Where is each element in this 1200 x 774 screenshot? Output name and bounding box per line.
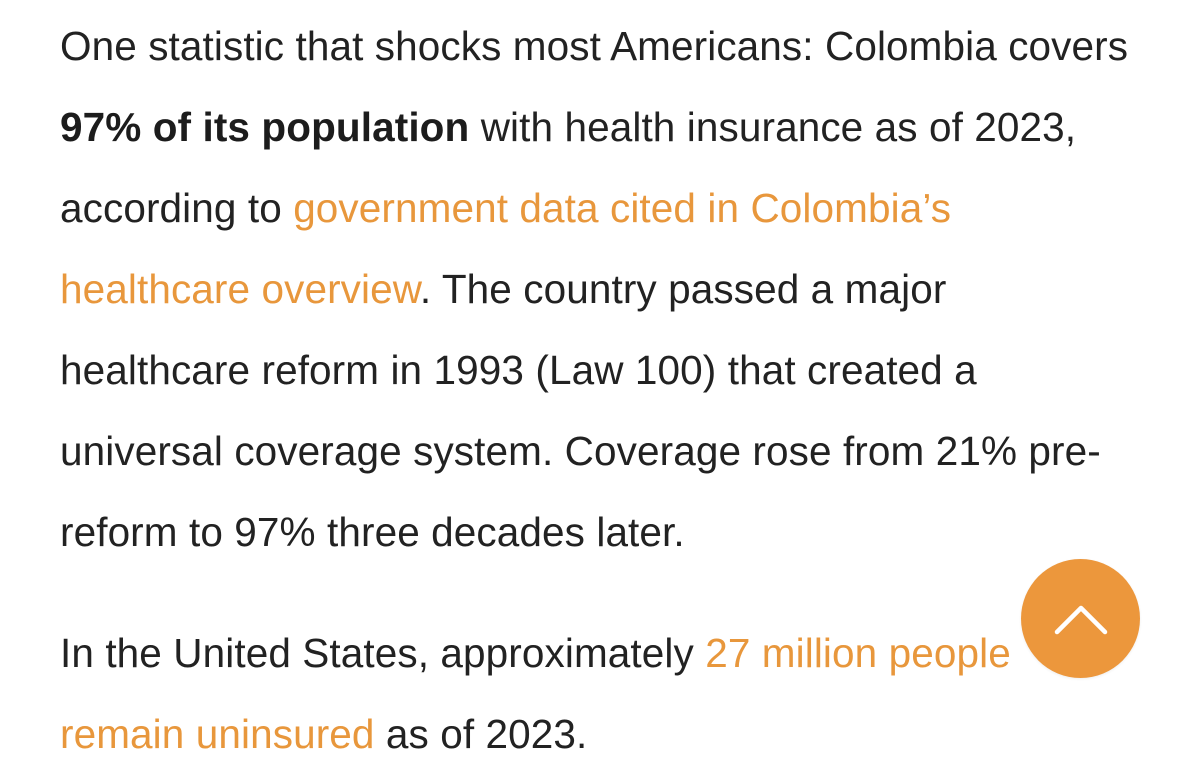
article-body: One statistic that shocks most Americans… [60,0,1140,774]
paragraph-text: with health insurance as of 2023, accord… [60,104,1077,231]
paragraph-text: One statistic that shocks most Americans… [60,23,1129,69]
paragraph-us-uninsured: In the United States, approximately 27 m… [60,613,1140,774]
paragraph-colombia-coverage: One statistic that shocks most Americans… [60,0,1140,573]
bold-statistic: 97% of its population [60,104,470,150]
chevron-up-icon [1054,603,1108,635]
government-data-link[interactable]: government data cited in Colombia’s heal… [60,185,952,312]
paragraph-text: In the United States, approximately [60,630,706,676]
paragraph-text: as of 2023. [374,711,588,757]
uninsured-people-link[interactable]: 27 million people remain uninsured [60,630,1011,757]
scroll-to-top-button[interactable] [1021,559,1140,678]
paragraph-text: . The country passed a major healthcare … [60,266,1101,555]
